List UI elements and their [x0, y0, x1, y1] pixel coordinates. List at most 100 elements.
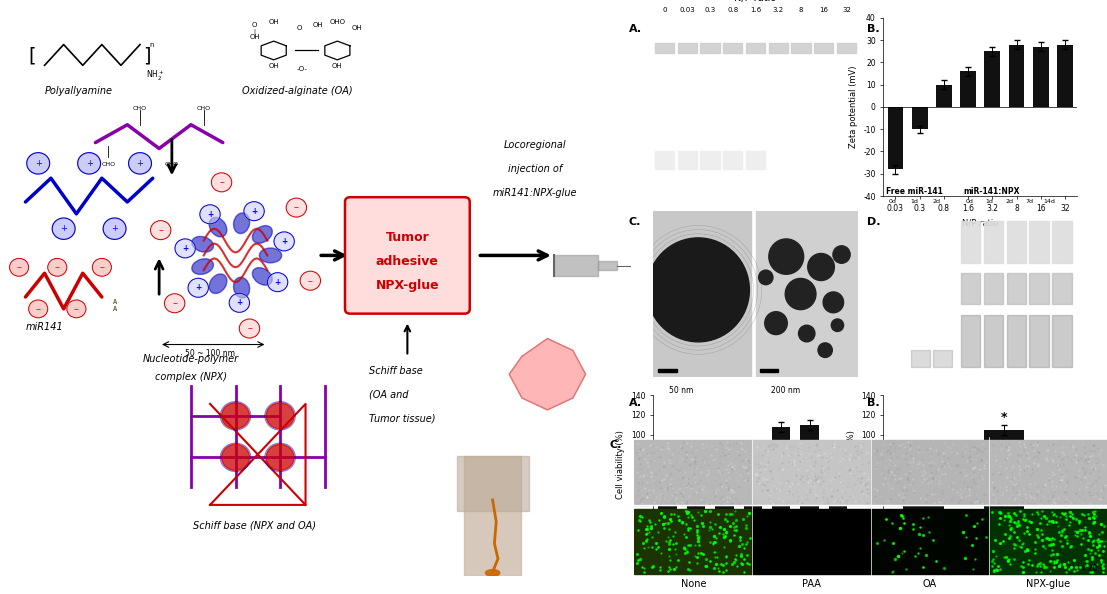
Bar [912, 107, 928, 129]
Circle shape [831, 319, 844, 331]
Circle shape [287, 198, 307, 217]
Text: +: + [85, 159, 93, 168]
Ellipse shape [485, 570, 499, 576]
Text: +: + [281, 237, 288, 246]
Ellipse shape [192, 259, 214, 274]
Circle shape [765, 312, 787, 334]
X-axis label: N/P ratio of NPX: N/P ratio of NPX [720, 557, 786, 566]
Text: –: – [247, 324, 252, 333]
Bar [829, 453, 848, 535]
Text: complex (NPX): complex (NPX) [155, 372, 227, 382]
Circle shape [758, 270, 773, 285]
Bar [1030, 273, 1048, 305]
Text: 3.2: 3.2 [773, 7, 784, 13]
Y-axis label: Cell viability (%): Cell viability (%) [617, 431, 625, 499]
Y-axis label: Zeta potential (mV): Zeta potential (mV) [849, 66, 858, 148]
Circle shape [27, 153, 50, 174]
Text: *: * [1001, 411, 1007, 424]
Text: A.: A. [629, 398, 642, 408]
Text: 50 nm: 50 nm [669, 386, 693, 395]
Bar [989, 440, 1107, 505]
Text: Locoregional: Locoregional [504, 141, 566, 150]
Text: 8: 8 [799, 7, 804, 13]
Text: 50 ~ 100 nm: 50 ~ 100 nm [185, 349, 235, 358]
Circle shape [211, 173, 231, 192]
Text: CHO: CHO [133, 106, 147, 111]
Text: PAA: PAA [803, 579, 821, 589]
Text: NPX-glue: NPX-glue [375, 279, 439, 292]
Bar [1006, 273, 1026, 305]
Text: OH: OH [351, 25, 362, 31]
Text: adhesive: adhesive [376, 255, 438, 268]
Bar [701, 43, 720, 53]
Bar [961, 222, 980, 263]
Bar [1008, 45, 1024, 107]
Bar [753, 508, 871, 574]
Text: 14d: 14d [1044, 199, 1055, 204]
Bar [984, 315, 1003, 366]
Text: |: | [254, 29, 256, 34]
Text: miR141: miR141 [25, 322, 63, 331]
Bar [961, 273, 980, 305]
Text: +: + [236, 298, 242, 307]
Circle shape [29, 300, 48, 318]
Bar [1006, 222, 1026, 263]
Text: 0d: 0d [965, 199, 974, 204]
Bar [870, 440, 989, 505]
Text: $\mathrm{NH_2^+}$: $\mathrm{NH_2^+}$ [146, 68, 165, 83]
Text: OA: OA [922, 579, 937, 589]
Text: D.: D. [867, 217, 880, 227]
Circle shape [244, 202, 265, 221]
Bar [1030, 222, 1048, 263]
Text: OH: OH [332, 64, 343, 69]
Text: Oxidized-alginate (OA): Oxidized-alginate (OA) [241, 86, 352, 96]
Text: 2d: 2d [932, 199, 941, 204]
Circle shape [188, 278, 208, 297]
Ellipse shape [209, 274, 227, 293]
Y-axis label: Cell viability (%): Cell viability (%) [847, 431, 856, 499]
Circle shape [268, 273, 288, 292]
Bar [634, 508, 753, 574]
Text: OH: OH [313, 22, 323, 28]
Circle shape [10, 258, 29, 276]
Text: Schiff base: Schiff base [369, 366, 423, 376]
Text: –: – [35, 304, 41, 314]
Bar [554, 255, 598, 276]
Bar [1030, 315, 1048, 366]
Circle shape [221, 403, 249, 429]
Text: OH: OH [249, 34, 260, 40]
Circle shape [266, 403, 294, 429]
Text: –: – [173, 298, 177, 308]
Circle shape [824, 292, 844, 312]
Text: –: – [100, 263, 104, 272]
Text: 0.8: 0.8 [727, 7, 738, 13]
Text: –: – [55, 263, 60, 272]
Circle shape [646, 238, 749, 342]
Text: OH: OH [268, 19, 279, 25]
Text: Tumor: Tumor [385, 231, 430, 244]
Text: Tumor tissue): Tumor tissue) [369, 414, 436, 424]
Bar [888, 232, 908, 366]
Text: Polyallyamine: Polyallyamine [44, 86, 113, 96]
Text: 32: 32 [842, 7, 851, 13]
Ellipse shape [192, 236, 214, 252]
Text: –: – [219, 178, 224, 187]
Circle shape [273, 232, 294, 251]
Bar [598, 261, 618, 270]
Ellipse shape [252, 226, 272, 243]
Text: –: – [158, 225, 163, 235]
Ellipse shape [234, 277, 250, 298]
Text: –: – [294, 203, 299, 213]
Bar [659, 369, 676, 372]
Circle shape [798, 326, 815, 342]
Bar [800, 425, 819, 535]
Bar [870, 508, 989, 574]
Text: ]: ] [143, 47, 151, 66]
Bar [984, 273, 1003, 305]
Bar [1006, 315, 1026, 366]
Text: –: – [308, 276, 313, 286]
Text: +: + [60, 224, 68, 233]
Circle shape [165, 294, 185, 313]
Ellipse shape [209, 217, 227, 237]
Bar [933, 350, 952, 366]
